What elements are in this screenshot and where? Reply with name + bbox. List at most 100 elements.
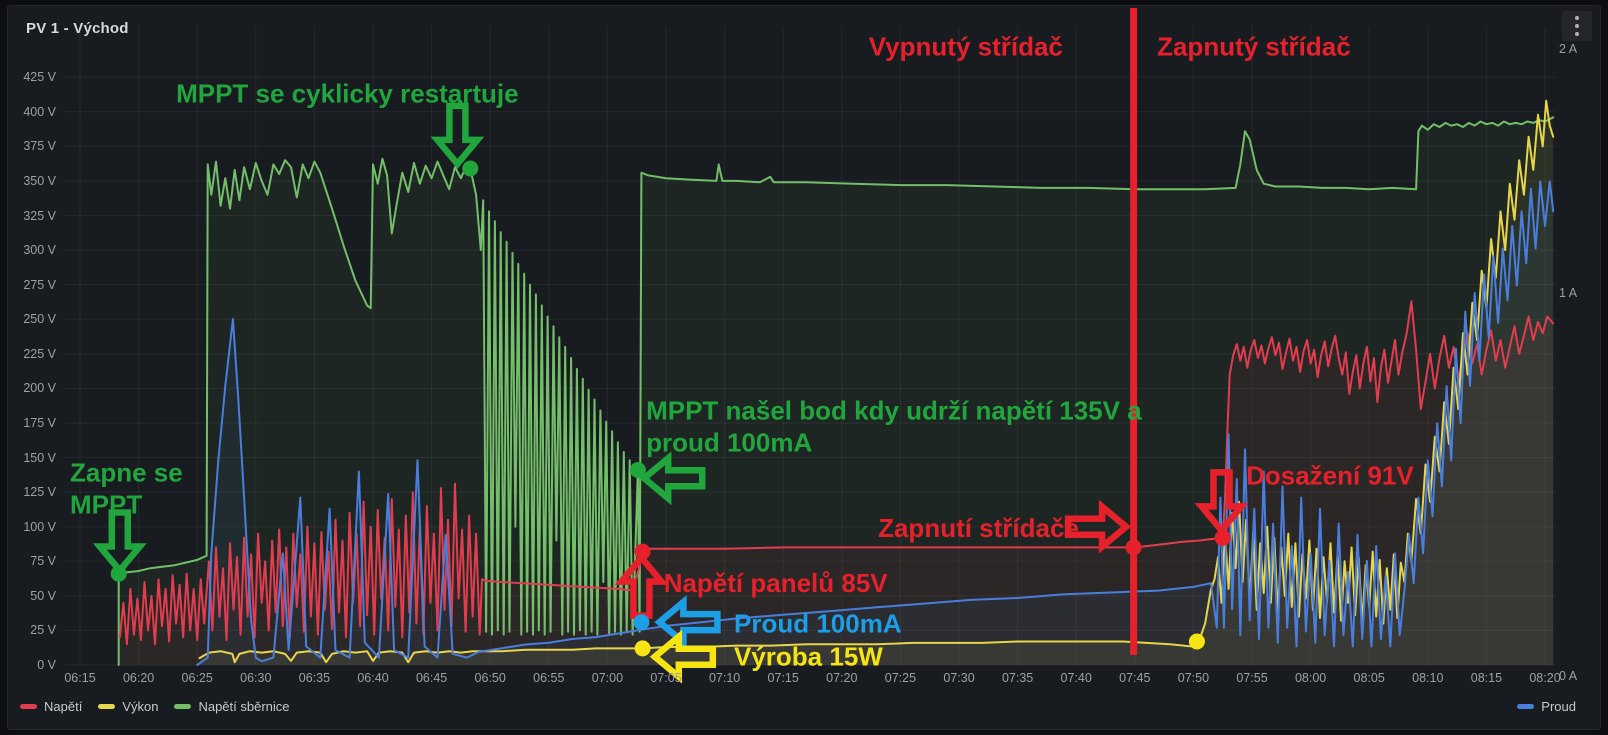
- x-tick-label: 06:35: [298, 671, 331, 685]
- y-tick-label: 25 V: [30, 623, 56, 638]
- arrow-down-icon: [430, 102, 485, 169]
- x-tick-label: 07:30: [943, 671, 975, 685]
- legend-item-Proud[interactable]: Proud: [1517, 699, 1576, 714]
- panel-menu-button[interactable]: [1562, 11, 1592, 41]
- y-tick-label: 250 V: [23, 312, 56, 327]
- marker-dot-proud-100ma: [633, 614, 650, 631]
- y-tick-label: 100 V: [23, 519, 56, 534]
- marker-dot-dosazeni-91v: [1214, 529, 1231, 546]
- arrow-up-icon: [614, 552, 669, 619]
- y-tick-label: 300 V: [23, 243, 56, 258]
- annotation-text-proud-100ma: Proud 100mA: [734, 608, 902, 638]
- marker-dot-vykon-marker-0750: [1188, 633, 1205, 650]
- legend-label: Proud: [1541, 699, 1576, 714]
- series-line-Napětí sběrnice: [117, 116, 1555, 666]
- legend-series-dash-icon: [1517, 704, 1535, 709]
- y-tick-label: 325 V: [23, 208, 56, 223]
- series-line-layer: [117, 99, 1555, 666]
- x-tick-label: 07:15: [767, 671, 799, 685]
- legend-right: Proud: [1517, 699, 1576, 714]
- y-tick-label: 175 V: [23, 415, 56, 430]
- series-line-Proud: [196, 180, 1555, 666]
- x-tick-label: 06:55: [533, 671, 565, 685]
- y-tick-label: 400 V: [23, 104, 56, 119]
- legend-label: Napětí: [44, 699, 83, 714]
- marker-dot-zapnuti-stridace: [1125, 539, 1142, 556]
- x-tick-label: 06:50: [474, 671, 506, 685]
- annotation-text-zapnuty-stridac: Zapnutý střídač: [1157, 32, 1351, 62]
- annotation-text-vyroba-15w: Výroba 15W: [734, 642, 883, 672]
- legend-series-dash-icon: [20, 704, 37, 709]
- right-tick-label: 0 A: [1559, 669, 1578, 683]
- x-tick-label: 07:05: [650, 671, 682, 685]
- arrow-down-icon: [92, 509, 147, 576]
- legend-series-dash-icon: [98, 704, 116, 709]
- x-tick-label: 08:10: [1412, 671, 1444, 685]
- y-tick-label: 200 V: [23, 381, 56, 396]
- y-tick-label: 75 V: [30, 554, 56, 569]
- series-line-Napětí: [118, 300, 1555, 646]
- x-tick-label: 07:55: [1236, 671, 1268, 685]
- series-line-Výkon: [198, 99, 1555, 664]
- x-tick-label: 07:50: [1177, 671, 1210, 685]
- annotation-text-napeti-panelu-85v: Napětí panelů 85V: [664, 568, 889, 598]
- legend-item-Výkon[interactable]: Výkon: [98, 699, 158, 714]
- marker-dot-mppt-nasel-bod: [629, 462, 646, 478]
- legend-series-dash-icon: [174, 704, 192, 709]
- arrow-left-icon: [654, 595, 721, 650]
- arrow-down-icon: [1194, 469, 1249, 536]
- arrow-left-icon: [649, 629, 717, 684]
- x-tick-label: 08:15: [1470, 671, 1503, 685]
- series-area-Napětí sběrnice: [118, 117, 1554, 666]
- x-tick-label: 06:30: [240, 671, 272, 685]
- annotation-text-mppt-nasel-bod: proud 100mA: [646, 427, 812, 457]
- x-tick-label: 07:45: [1119, 671, 1151, 685]
- annotation-text-mppt-nasel-bod: MPPT našel bod kdy udrží napětí 135V a: [646, 395, 1142, 425]
- legend-item-Napětí sběrnice[interactable]: Napětí sběrnice: [174, 699, 290, 714]
- y-tick-label: 0 V: [37, 658, 56, 672]
- x-tick-label: 08:05: [1353, 671, 1385, 685]
- y-tick-label: 125 V: [23, 485, 56, 500]
- x-tick-label: 06:25: [181, 671, 213, 685]
- right-tick-label: 2 A: [1559, 42, 1578, 56]
- annotation-text-dosazeni-91v: Dosažení 91V: [1246, 460, 1414, 490]
- annotation-text-zapne-se-mppt: MPPT: [70, 490, 142, 520]
- y-tick-label: 50 V: [30, 588, 56, 603]
- x-tick-label: 06:40: [357, 671, 389, 685]
- y-tick-label: 225 V: [23, 346, 56, 361]
- x-tick-label: 08:00: [1294, 671, 1327, 685]
- marker-dot-zapne-se-mppt: [110, 565, 127, 582]
- annotation-text-vypnuty-stridac: Vypnutý střídač: [869, 32, 1063, 62]
- panel-title: PV 1 - Východ: [26, 20, 129, 37]
- series-area-Napětí: [119, 301, 1554, 665]
- y-tick-label: 425 V: [23, 70, 56, 85]
- kebab-menu-icon: [1575, 16, 1579, 36]
- x-tick-label: 07:40: [1060, 671, 1092, 685]
- y-tick-label: 275 V: [23, 277, 56, 292]
- x-tick-label: 06:20: [122, 671, 155, 685]
- arrow-right-icon: [1064, 499, 1132, 554]
- x-tick-label: 07:20: [826, 671, 858, 685]
- legend-left: Napětí Výkon Napětí sběrnice: [20, 699, 290, 714]
- right-tick-label: 1 A: [1559, 286, 1578, 300]
- y-tick-label: 350 V: [23, 173, 56, 188]
- x-tick-label: 07:35: [1001, 671, 1034, 685]
- marker-dot-mppt-cyklicky-restart: [462, 160, 479, 177]
- legend-label: Výkon: [122, 699, 159, 714]
- y-tick-label: 150 V: [23, 450, 56, 465]
- y-tick-label: 375 V: [23, 139, 56, 154]
- annotation-text-mppt-cyklicky-restart: MPPT se cyklicky restartuje: [176, 79, 519, 109]
- x-tick-label: 06:45: [415, 671, 448, 685]
- legend-label: Napětí sběrnice: [198, 699, 290, 714]
- x-tick-label: 07:25: [884, 671, 917, 685]
- marker-dot-napeti-panelu-85v: [634, 543, 651, 560]
- x-tick-label: 07:00: [591, 671, 624, 685]
- series-area-Výkon: [199, 100, 1554, 665]
- annotation-text-zapne-se-mppt: Zapne se: [70, 458, 183, 488]
- legend-item-Napětí[interactable]: Napětí: [20, 699, 82, 714]
- x-tick-label: 08:20: [1529, 671, 1561, 685]
- annotation-text-zapnuti-stridace: Zapnutí střídače: [878, 513, 1079, 543]
- x-tick-label: 06:15: [64, 671, 96, 685]
